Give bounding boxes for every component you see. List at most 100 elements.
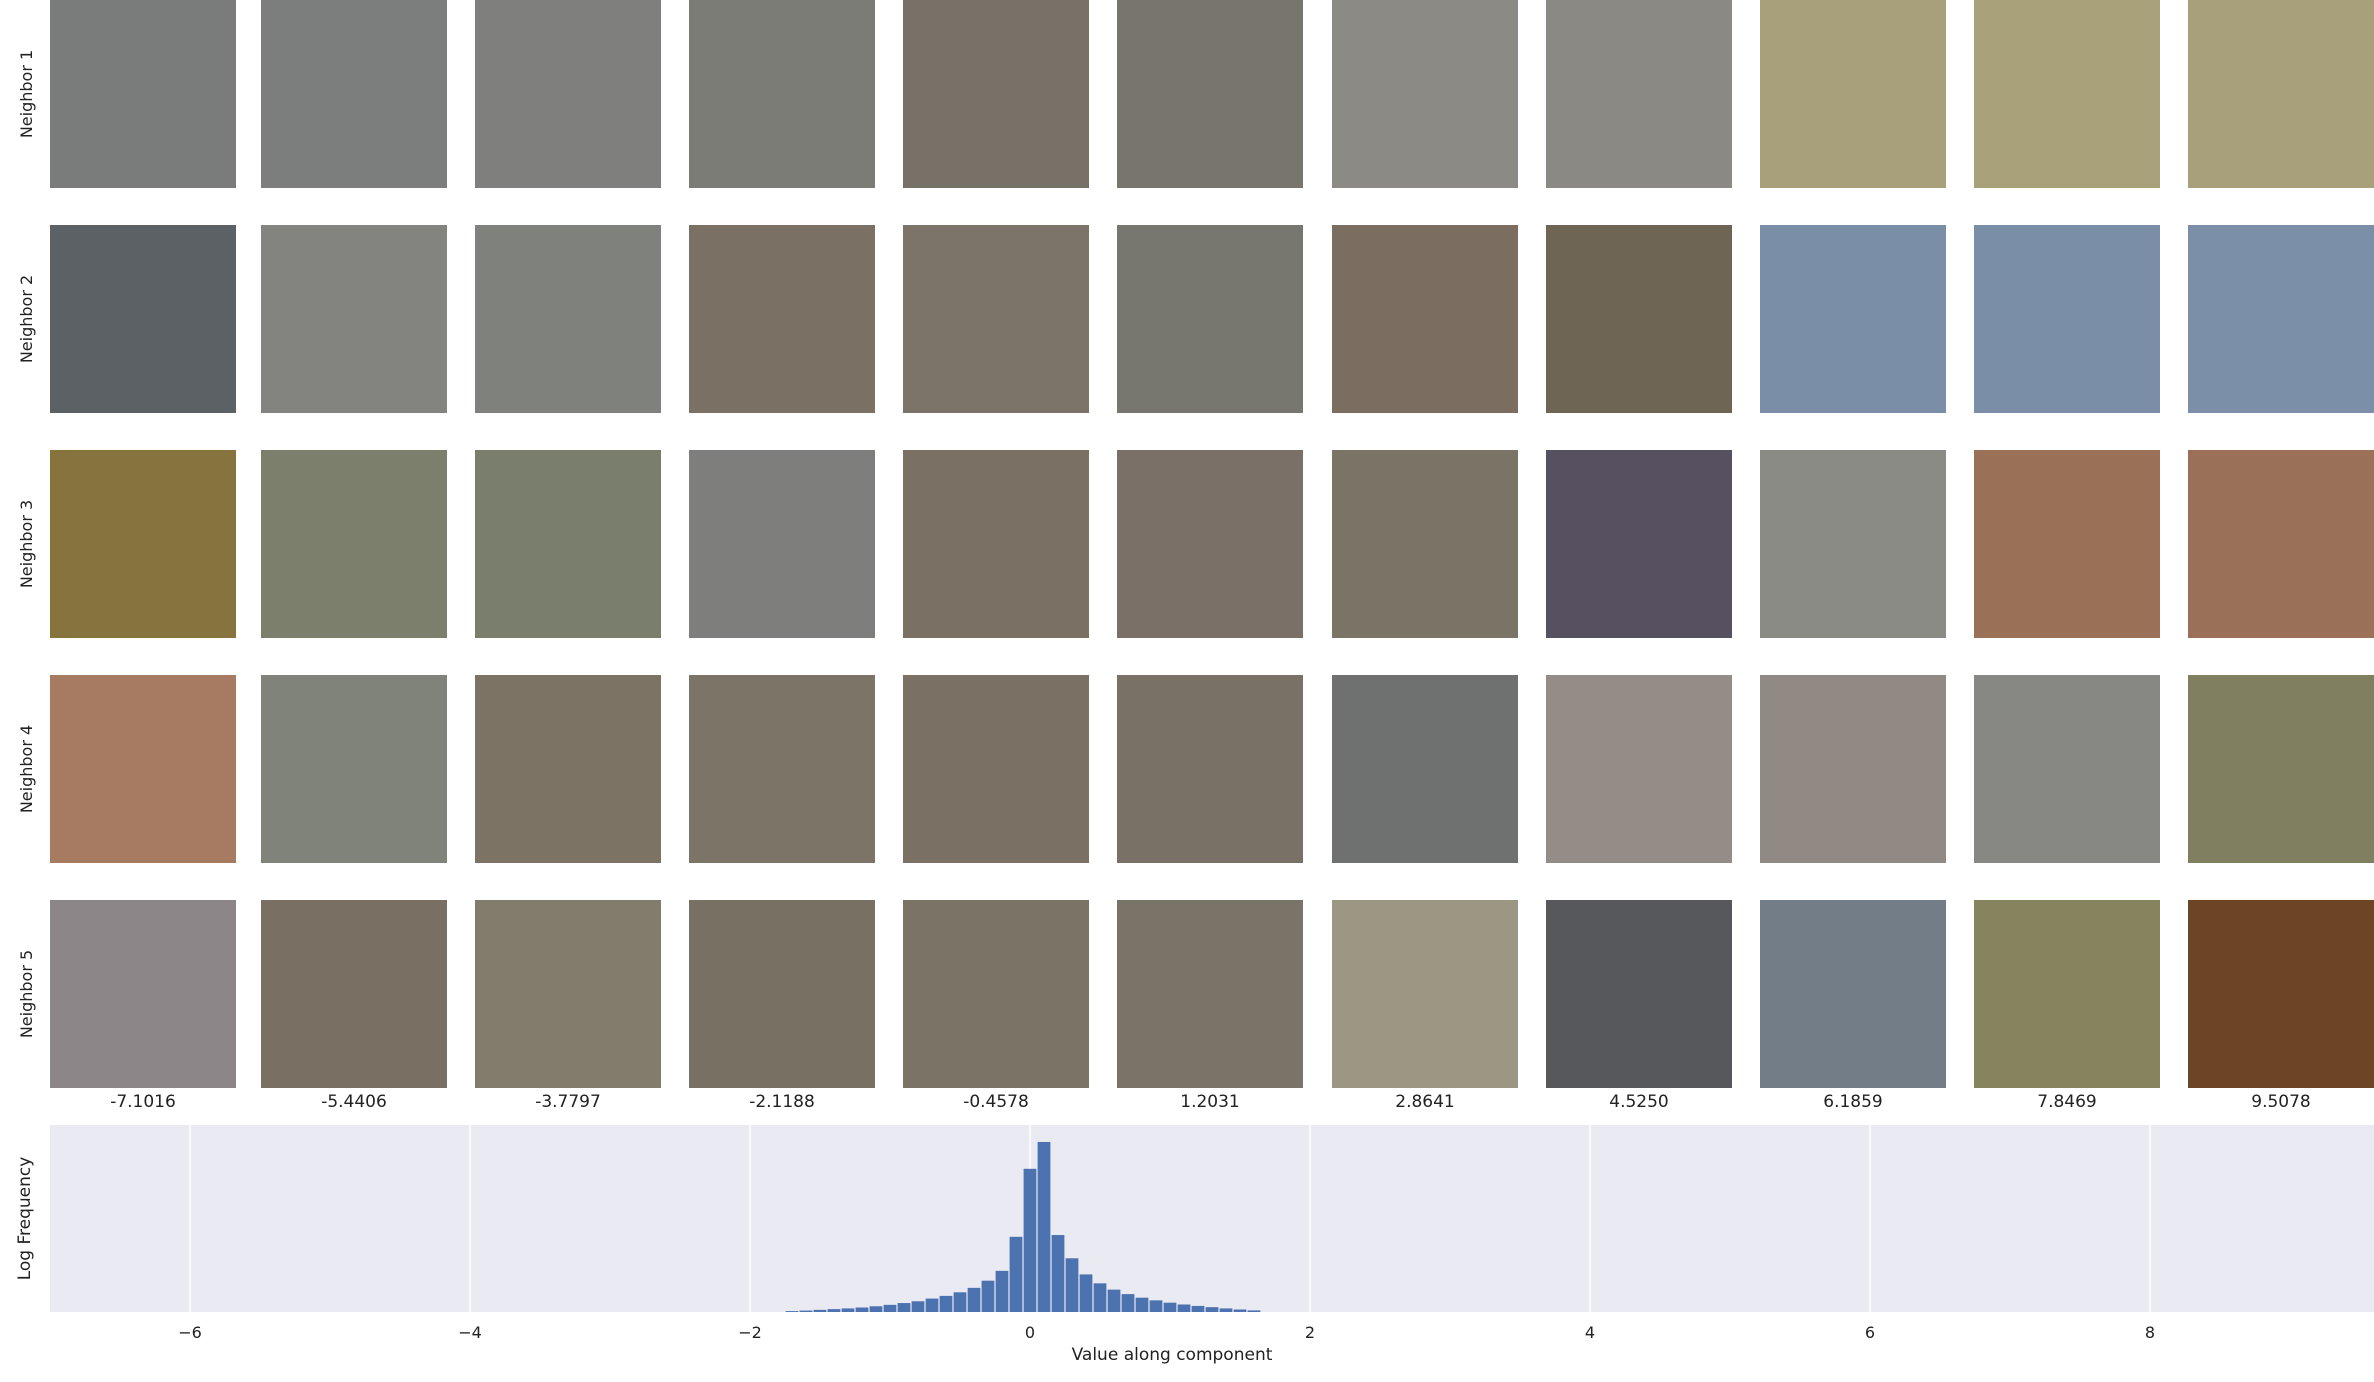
histogram-bar-2 (799, 1310, 813, 1312)
patch-r3-c8 (1546, 450, 1732, 638)
histogram-bar-4 (827, 1309, 841, 1312)
patch-r1-c5 (903, 0, 1089, 188)
column-value-8: 4.5250 (1609, 1092, 1668, 1112)
patch-r3-c10 (1974, 450, 2160, 638)
histogram-bar-6 (855, 1307, 869, 1312)
patch-r3-c11 (2188, 450, 2374, 638)
histogram-plot-area (50, 1125, 2374, 1312)
histogram-bar-22 (1079, 1274, 1093, 1312)
x-tick-label-1: −4 (458, 1323, 482, 1342)
histogram-bar-5 (841, 1308, 855, 1312)
histogram-bar-16 (995, 1270, 1009, 1312)
row-label-3: Neighbor 3 (17, 500, 36, 588)
patch-r1-c6 (1117, 0, 1303, 188)
patch-r4-c8 (1546, 675, 1732, 863)
patch-r1-c2 (261, 0, 447, 188)
column-value-5: -0.4578 (963, 1092, 1029, 1112)
patch-r4-c6 (1117, 675, 1303, 863)
patch-r2-c11 (2188, 225, 2374, 413)
patch-r5-c5 (903, 900, 1089, 1088)
patch-r2-c6 (1117, 225, 1303, 413)
patch-r3-c2 (261, 450, 447, 638)
y-axis-label: Log Frequency (15, 1157, 35, 1281)
patch-r1-c11 (2188, 0, 2374, 188)
histogram-bar-26 (1135, 1297, 1149, 1312)
row-label-4: Neighbor 4 (17, 725, 36, 813)
patch-r1-c7 (1332, 0, 1518, 188)
x-tick-label-4: 2 (1305, 1323, 1315, 1342)
x-tick-labels: −6 −4 −2 0 2 4 6 8 (178, 1323, 2155, 1342)
histogram-chart: −6 −4 −2 0 2 4 6 8 Value along component Log Fr… (15, 1125, 2374, 1365)
histogram-bar-12 (939, 1295, 953, 1312)
patch-r3-c1 (50, 450, 236, 638)
histogram-bar-29 (1177, 1304, 1191, 1312)
histogram-bar-21 (1065, 1258, 1079, 1312)
patch-r3-c5 (903, 450, 1089, 638)
patch-r5-c8 (1546, 900, 1732, 1088)
x-axis-label: Value along component (1072, 1345, 1273, 1365)
histogram-bar-8 (883, 1304, 897, 1312)
x-tick-label-2: −2 (738, 1323, 762, 1342)
histogram-bar-13 (953, 1292, 967, 1312)
column-value-2: -5.4406 (321, 1092, 387, 1112)
patch-r4-c9 (1760, 675, 1946, 863)
histogram-bar-15 (981, 1280, 995, 1312)
histogram-bar-33 (1233, 1309, 1247, 1312)
patch-r2-c8 (1546, 225, 1732, 413)
patch-r2-c10 (1974, 225, 2160, 413)
row-label-5: Neighbor 5 (17, 950, 36, 1038)
histogram-bar-14 (967, 1287, 981, 1312)
patch-r4-c2 (261, 675, 447, 863)
histogram-bar-28 (1163, 1302, 1177, 1312)
patch-r5-c11 (2188, 900, 2374, 1088)
column-value-1: -7.1016 (110, 1092, 176, 1112)
patch-r4-c7 (1332, 675, 1518, 863)
histogram-bars (785, 1141, 1261, 1312)
histogram-bar-24 (1107, 1289, 1121, 1312)
patch-r5-c2 (261, 900, 447, 1088)
patch-r3-c3 (475, 450, 661, 638)
histogram-bar-3 (813, 1309, 827, 1312)
histogram-bar-34 (1247, 1310, 1261, 1312)
histogram-bar-10 (911, 1301, 925, 1312)
patch-r2-c7 (1332, 225, 1518, 413)
column-value-3: -3.7797 (535, 1092, 601, 1112)
patch-r4-c5 (903, 675, 1089, 863)
histogram-bar-23 (1093, 1283, 1107, 1312)
histogram-bar-32 (1219, 1308, 1233, 1312)
x-tick-label-5: 4 (1585, 1323, 1595, 1342)
patch-r2-c2 (261, 225, 447, 413)
histogram-bar-31 (1205, 1307, 1219, 1312)
histogram-bar-30 (1191, 1305, 1205, 1312)
histogram-bar-7 (869, 1306, 883, 1312)
x-tick-label-0: −6 (178, 1323, 202, 1342)
patch-r3-c9 (1760, 450, 1946, 638)
patch-r2-c9 (1760, 225, 1946, 413)
patch-r3-c7 (1332, 450, 1518, 638)
histogram-bar-11 (925, 1298, 939, 1312)
patch-r1-c8 (1546, 0, 1732, 188)
histogram-bar-20 (1051, 1235, 1065, 1312)
patch-r5-c10 (1974, 900, 2160, 1088)
histogram-bar-18 (1023, 1168, 1037, 1312)
patch-r2-c3 (475, 225, 661, 413)
histogram-gridlines (189, 1125, 2151, 1312)
patch-r5-c9 (1760, 900, 1946, 1088)
patch-r1-c4 (689, 0, 875, 188)
histogram-bar-9 (897, 1303, 911, 1312)
patch-r2-c5 (903, 225, 1089, 413)
row-label-1: Neighbor 1 (17, 50, 36, 138)
x-tick-label-7: 8 (2145, 1323, 2155, 1342)
histogram-bar-17 (1009, 1236, 1023, 1312)
histogram-bar-19 (1037, 1141, 1051, 1312)
x-tick-label-3: 0 (1025, 1323, 1035, 1342)
column-value-6: 1.2031 (1180, 1092, 1239, 1112)
histogram-bar-27 (1149, 1300, 1163, 1312)
patch-r1-c3 (475, 0, 661, 188)
patch-r2-c1 (50, 225, 236, 413)
patch-r5-c7 (1332, 900, 1518, 1088)
patch-r1-c9 (1760, 0, 1946, 188)
patch-r4-c3 (475, 675, 661, 863)
patch-r5-c3 (475, 900, 661, 1088)
